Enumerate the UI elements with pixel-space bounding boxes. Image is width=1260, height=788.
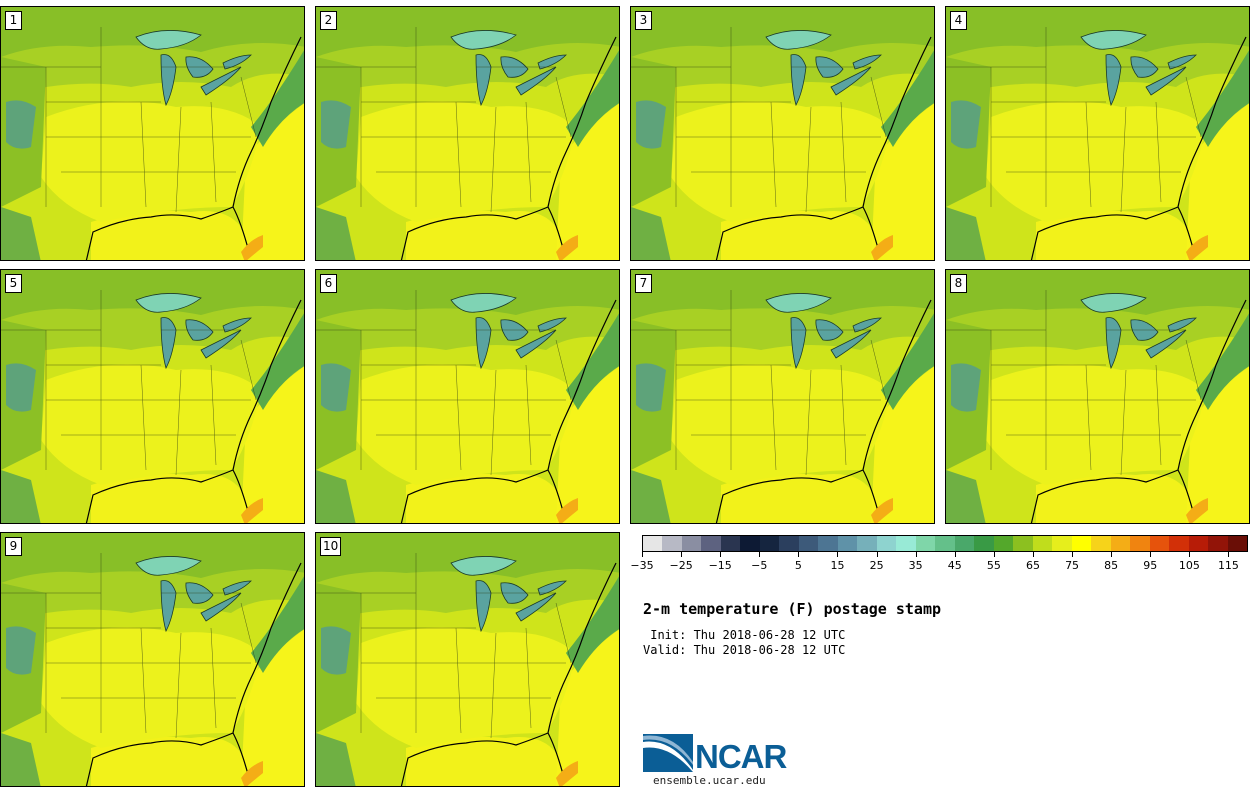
- colorbar: [642, 535, 1248, 552]
- colorbar-tick: [876, 552, 878, 557]
- colorbar-tick: [759, 552, 761, 557]
- colorbar-tick-label: 85: [1104, 559, 1119, 572]
- colorbar-labels: −35 −25 −15 −5 5 15 25 35 45 55 65 75 85 95 105 115: [630, 552, 1248, 573]
- colorbar-segment: [1071, 536, 1092, 551]
- colorbar-tick: [1228, 552, 1230, 557]
- colorbar-segment: [759, 536, 780, 551]
- colorbar-tick: [1189, 552, 1191, 557]
- colorbar-tick-label: 65: [1025, 559, 1040, 572]
- panel-number-label: 1: [5, 11, 22, 30]
- chart-title: 2-m temperature (F) postage stamp: [643, 600, 942, 618]
- ncar-logo: NCAR: [643, 732, 793, 776]
- panel-number-label: 5: [5, 274, 22, 293]
- map-panel-7: 7: [630, 269, 935, 524]
- colorbar-segment: [1110, 536, 1131, 551]
- map-panel-5: 5: [0, 269, 305, 524]
- colorbar-segment: [837, 536, 858, 551]
- colorbar-segment: [681, 536, 702, 551]
- site-url: ensemble.ucar.edu: [653, 774, 766, 787]
- colorbar-tick: [798, 552, 800, 557]
- colorbar-tick-label: 45: [947, 559, 962, 572]
- ncar-wordmark: NCAR: [695, 738, 787, 775]
- colorbar-tick: [720, 552, 722, 557]
- valid-time: Valid: Thu 2018-06-28 12 UTC: [643, 643, 846, 657]
- colorbar-tick-label: 105: [1178, 559, 1200, 572]
- colorbar-segment: [740, 536, 760, 551]
- colorbar-segment: [643, 536, 663, 551]
- colorbar-tick-label: −25: [669, 559, 693, 572]
- colorbar-segment: [896, 536, 916, 551]
- colorbar-tick-label: 55: [986, 559, 1001, 572]
- colorbar-segment: [993, 536, 1014, 551]
- colorbar-tick-label: 15: [830, 559, 845, 572]
- colorbar-tick-label: 25: [869, 559, 884, 572]
- colorbar-tick: [954, 552, 956, 557]
- colorbar-tick-label: 75: [1065, 559, 1080, 572]
- colorbar-tick: [1111, 552, 1113, 557]
- colorbar-segment: [1032, 536, 1053, 551]
- colorbar-segment: [1052, 536, 1072, 551]
- panel-number-label: 7: [635, 274, 652, 293]
- colorbar-tick-label: −15: [708, 559, 732, 572]
- panel-number-label: 2: [320, 11, 337, 30]
- panel-number-label: 8: [950, 274, 967, 293]
- colorbar-segment: [818, 536, 838, 551]
- colorbar-tick: [642, 552, 643, 557]
- colorbar-segment: [1188, 536, 1209, 551]
- map-panel-10: 10: [315, 532, 620, 787]
- colorbar-segment: [1208, 536, 1228, 551]
- colorbar-segment: [935, 536, 955, 551]
- colorbar-tick-label: −5: [751, 559, 768, 572]
- panel-number-label: 4: [950, 11, 967, 30]
- colorbar-segment: [857, 536, 877, 551]
- colorbar-tick: [837, 552, 839, 557]
- init-time: Init: Thu 2018-06-28 12 UTC: [643, 628, 846, 642]
- colorbar-segment: [798, 536, 819, 551]
- panel-number-label: 9: [5, 537, 22, 556]
- colorbar-segment: [701, 536, 721, 551]
- colorbar-tick-label: 115: [1217, 559, 1239, 572]
- colorbar-segment: [1091, 536, 1111, 551]
- map-panel-9: 9: [0, 532, 305, 787]
- colorbar-tick-label: 95: [1143, 559, 1158, 572]
- colorbar-tick: [1150, 552, 1152, 557]
- colorbar-tick-label: −35: [630, 559, 654, 572]
- map-panel-8: 8: [945, 269, 1250, 524]
- colorbar-segment: [720, 536, 741, 551]
- colorbar-segment: [974, 536, 994, 551]
- panel-number-label: 3: [635, 11, 652, 30]
- colorbar-segment: [1227, 536, 1248, 551]
- colorbar-tick: [1072, 552, 1074, 557]
- colorbar-tick: [993, 552, 995, 557]
- colorbar-segment: [915, 536, 936, 551]
- colorbar-tick: [1032, 552, 1034, 557]
- panel-number-label: 10: [320, 537, 342, 556]
- map-panel-4: 4: [945, 6, 1250, 261]
- colorbar-tick: [681, 552, 683, 557]
- colorbar-segment: [779, 536, 799, 551]
- colorbar-segment: [1149, 536, 1170, 551]
- map-panel-6: 6: [315, 269, 620, 524]
- colorbar-legend: −35 −25 −15 −5 5 15 25 35 45 55 65 75 85 95 105 115: [630, 535, 1248, 575]
- panel-number-label: 6: [320, 274, 337, 293]
- map-panel-3: 3: [630, 6, 935, 261]
- map-panel-2: 2: [315, 6, 620, 261]
- ncar-swoosh-icon: [643, 734, 693, 772]
- colorbar-tick-label: 5: [794, 559, 802, 572]
- colorbar-segment: [954, 536, 975, 551]
- colorbar-segment: [876, 536, 897, 551]
- colorbar-segment: [1130, 536, 1150, 551]
- colorbar-tick: [915, 552, 917, 557]
- colorbar-segment: [1169, 536, 1189, 551]
- colorbar-segment: [1013, 536, 1033, 551]
- map-panel-1: 1: [0, 6, 305, 261]
- colorbar-tick-label: 35: [908, 559, 923, 572]
- colorbar-segment: [662, 536, 682, 551]
